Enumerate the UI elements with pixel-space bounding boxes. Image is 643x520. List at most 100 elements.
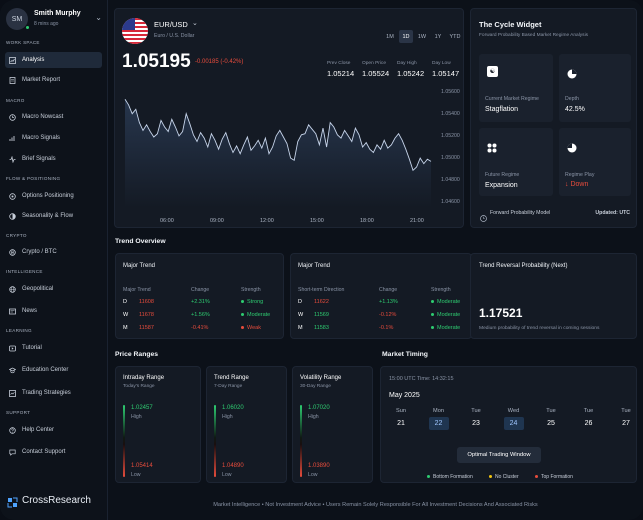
- nowcast-icon: [9, 113, 16, 121]
- regime-card[interactable]: ☯ Current Market Regime Stagflation: [479, 54, 553, 122]
- range-subtitle: 7-Day Range: [214, 384, 243, 389]
- calendar-day[interactable]: 24: [503, 417, 524, 430]
- sidebar-item-crypto-btc[interactable]: Crypto / BTC: [5, 244, 102, 260]
- range-high: 1.07020: [308, 405, 330, 411]
- strength-label: Moderate: [437, 299, 461, 305]
- range-low: 1.04890: [222, 463, 244, 469]
- level: 11587: [139, 325, 154, 331]
- avatar: SM: [6, 8, 28, 30]
- x-axis-tick: 06:00: [160, 218, 174, 224]
- sidebar-item-macro-signals[interactable]: Macro Signals: [5, 130, 102, 146]
- timeframe-1d[interactable]: 1D: [399, 30, 413, 43]
- calendar-day-name: Tue: [621, 408, 631, 414]
- section-intelligence: INTELLIGENCE: [6, 269, 43, 274]
- range-low: 1.05414: [131, 463, 153, 469]
- calendar-day[interactable]: 21: [397, 420, 405, 427]
- brand-logo[interactable]: CrossResearch: [7, 495, 91, 508]
- stat-label: Day High: [397, 61, 417, 66]
- sidebar-item-label: Crypto / BTC: [22, 249, 57, 255]
- section-support: SUPPORT: [6, 410, 31, 415]
- calendar-day[interactable]: 25: [547, 420, 555, 427]
- volatility-range-card: Volatility Range 30-Day Range 1.07020 Hi…: [292, 366, 373, 483]
- range-bar: [300, 405, 302, 477]
- cycle-widget-panel: The Cycle Widget Forward Probability Bas…: [470, 8, 637, 228]
- sidebar-item-education-center[interactable]: Education Center: [5, 362, 102, 378]
- currency-pair[interactable]: EUR/USD: [154, 20, 188, 29]
- col-header: Short-term Direction: [298, 287, 345, 293]
- sidebar-item-label: Education Center: [22, 367, 69, 373]
- strategies-icon: [9, 389, 16, 397]
- col-header: Change: [191, 287, 210, 293]
- depth-card[interactable]: Depth 42.5%: [559, 54, 631, 122]
- strength-label: Moderate: [247, 312, 271, 318]
- price-line-chart[interactable]: [123, 83, 439, 211]
- pair-description: Euro / U.S. Dollar: [154, 33, 195, 39]
- chart-icon: [9, 56, 16, 64]
- pair-dropdown-icon[interactable]: ⌄: [192, 20, 198, 27]
- strength: Weak: [241, 325, 261, 331]
- sidebar-item-tutorial[interactable]: Tutorial: [5, 340, 102, 356]
- optimal-window-label: Optimal Trading Window: [467, 452, 531, 458]
- sidebar-item-trading-strategies[interactable]: Trading Strategies: [5, 385, 102, 401]
- sidebar-item-options-positioning[interactable]: Options Positioning: [5, 188, 102, 204]
- range-low-label: Low: [222, 472, 232, 478]
- sidebar-item-contact-support[interactable]: Contact Support: [5, 444, 102, 460]
- sidebar-item-brief-signals[interactable]: Brief Signals: [5, 151, 102, 167]
- timeframe-ytd[interactable]: YTD: [449, 33, 461, 40]
- sidebar-item-help-center[interactable]: Help Center: [5, 422, 102, 438]
- sidebar-item-seasonality-flow[interactable]: Seasonality & Flow: [5, 208, 102, 224]
- sidebar-item-label: Seasonality & Flow: [22, 213, 74, 219]
- regime-play-card[interactable]: Regime Play ↓ Down: [559, 128, 631, 196]
- range-low-label: Low: [308, 472, 318, 478]
- optimal-window-button[interactable]: Optimal Trading Window: [457, 447, 541, 463]
- seasonality-icon: [9, 212, 16, 220]
- sidebar-item-news[interactable]: News: [5, 303, 102, 319]
- calendar-day[interactable]: 22: [428, 417, 449, 430]
- period: D: [123, 299, 127, 305]
- arrow-down-icon: ↓: [565, 181, 569, 188]
- timeframe-1m[interactable]: 1M: [386, 33, 394, 40]
- options-icon: [9, 192, 16, 200]
- sidebar-item-macro-nowcast[interactable]: Macro Nowcast: [5, 109, 102, 125]
- calendar-day[interactable]: 27: [622, 420, 630, 427]
- sidebar-item-geopolitical[interactable]: Geopolitical: [5, 281, 102, 297]
- calendar-day[interactable]: 26: [584, 420, 593, 427]
- y-axis-tick: 1.04600: [441, 199, 460, 206]
- sidebar-item-market-report[interactable]: Market Report: [5, 72, 102, 88]
- chevron-down-icon[interactable]: ⌄: [95, 13, 102, 22]
- timeframe-1w[interactable]: 1W: [417, 33, 427, 40]
- sidebar-item-label: Market Report: [22, 77, 61, 83]
- calendar-day-name: Sun: [396, 408, 406, 414]
- future-regime-card[interactable]: Future Regime Expansion: [479, 128, 553, 196]
- y-axis-tick: 1.05600: [441, 88, 460, 95]
- future-regime-value: Expansion: [485, 182, 518, 189]
- range-subtitle: 30-Day Range: [300, 384, 331, 389]
- regime-label: Current Market Regime: [485, 96, 539, 102]
- timeframe-1y[interactable]: 1Y: [434, 33, 442, 40]
- market-timing-panel: 15:00 UTC Time: 14:32:15 May 2025 Sun 21 M…: [380, 366, 637, 483]
- strength-label: Strong: [247, 299, 264, 305]
- range-title: Intraday Range: [123, 375, 165, 381]
- regime-play-value: ↓ Down: [565, 181, 588, 188]
- future-regime-label: Future Regime: [485, 172, 520, 178]
- strength-dot-icon: [431, 300, 434, 304]
- sidebar-item-analysis[interactable]: Analysis: [5, 52, 102, 68]
- sidebar-item-label: Analysis: [22, 57, 45, 63]
- trend-reversal-panel: Trend Reversal Probability (Next) 1.1752…: [470, 253, 637, 339]
- x-axis-tick: 18:00: [360, 218, 374, 224]
- sidebar-item-label: Options Positioning: [22, 193, 74, 199]
- calendar-day[interactable]: 23: [472, 420, 480, 427]
- legend-label: No Cluster: [495, 474, 519, 480]
- range-title: Trend Range: [214, 375, 249, 381]
- user-profile[interactable]: SM Smith Murphy 8 mins ago ⌄: [6, 8, 104, 30]
- y-axis-tick: 1.05000: [441, 155, 460, 162]
- y-axis-tick: 1.04800: [441, 177, 460, 184]
- y-axis-tick: 1.05400: [441, 110, 460, 117]
- range-title: Volatility Range: [300, 375, 342, 381]
- range-subtitle: Today's Range: [123, 384, 155, 389]
- legend-no-cluster: No Cluster: [489, 474, 519, 480]
- market-timing-heading: Market Timing: [382, 351, 428, 358]
- change: -0.1%: [379, 325, 394, 331]
- legend-label: Top Formation: [541, 474, 573, 480]
- range-high-label: High: [308, 414, 319, 420]
